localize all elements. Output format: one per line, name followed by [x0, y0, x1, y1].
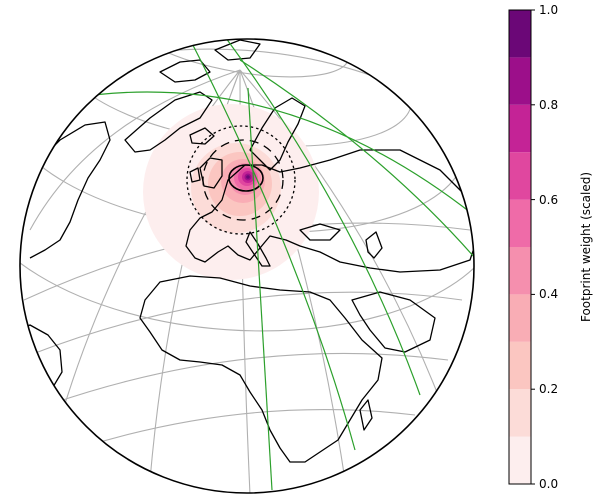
track-line: [239, 59, 474, 259]
colorbar-band: [509, 199, 531, 247]
globe-outline: [19, 38, 475, 494]
track-line: [59, 91, 474, 221]
contour-dashed: [202, 139, 284, 221]
coastline-arctic-islands: [159, 59, 211, 83]
colorbar-band: [509, 152, 531, 200]
coastline-caspian: [365, 231, 383, 259]
colorbar-tick-label: 0.0: [539, 477, 558, 491]
track-line: [179, 39, 356, 451]
colorbar: 0.0 0.2 0.4 0.6 0.8 1.0 Footprint weight…: [508, 3, 593, 491]
longitude-line: [29, 69, 241, 231]
latitude-line: [47, 352, 449, 406]
coastline-iceland: [189, 127, 215, 145]
coastline-greenland: [124, 91, 213, 153]
colorbar-tick-label: 0.4: [539, 287, 558, 301]
footprint-contours: [186, 125, 296, 235]
footprint-level-9: [246, 175, 250, 179]
colorbar-band: [509, 389, 531, 437]
footprint: [143, 104, 319, 280]
coastline-britain: [199, 157, 223, 189]
colorbar-tick-label: 0.8: [539, 98, 558, 112]
colorbar-band: [509, 10, 531, 58]
coastline-africa: [139, 275, 383, 463]
contour-solid: [228, 164, 264, 192]
latitude-line: [20, 48, 474, 332]
colorbar-bands: [509, 10, 531, 484]
coastline-italy: [245, 231, 271, 267]
coastline-ireland: [189, 167, 201, 183]
colorbar-tick-label: 0.6: [539, 193, 558, 207]
coastline-north-america: [21, 121, 111, 259]
coastlines: [20, 39, 474, 463]
coastline-svalbard: [214, 39, 261, 61]
contour-dotted: [186, 125, 296, 235]
coastline-eurasia: [185, 149, 474, 273]
colorbar-frame: [508, 9, 532, 485]
globe: [19, 38, 475, 494]
colorbar-band: [509, 294, 531, 342]
colorbar-band: [509, 57, 531, 105]
coastline-black-sea: [299, 223, 341, 241]
colorbar-band: [509, 436, 531, 484]
colorbar-band: [509, 341, 531, 390]
colorbar-band: [509, 104, 531, 153]
colorbar-label: Footprint weight (scaled): [579, 172, 593, 322]
colorbar-tick-label: 1.0: [539, 3, 558, 17]
tracks: [59, 39, 474, 491]
coastline-arabia: [351, 291, 436, 353]
latitude-line: [79, 408, 416, 449]
colorbar-ticks: [531, 9, 535, 485]
coastline-madagascar: [359, 399, 373, 431]
track-line: [247, 87, 273, 491]
colorbar-band: [509, 247, 531, 295]
colorbar-tick-label: 0.2: [539, 382, 558, 396]
